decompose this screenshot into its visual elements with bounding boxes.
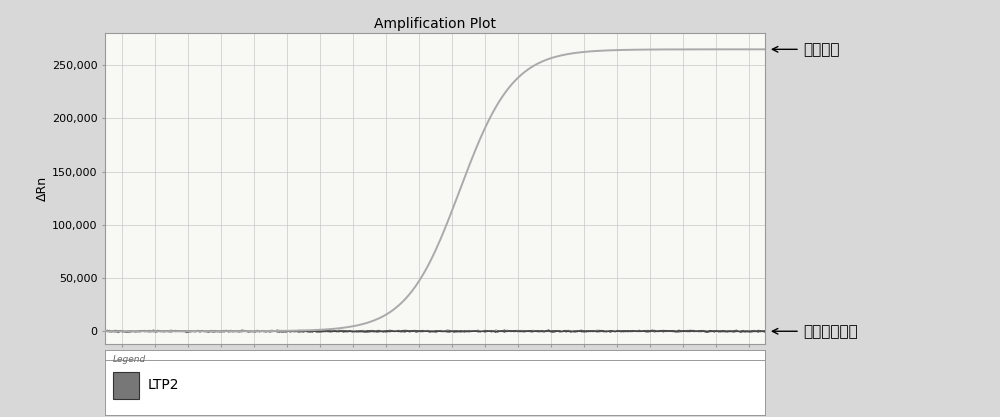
Y-axis label: ΔRn: ΔRn: [36, 176, 49, 201]
X-axis label: Cycle: Cycle: [418, 367, 452, 380]
Text: 驼驼源性: 驼驼源性: [803, 42, 840, 57]
Bar: [113, 372, 139, 399]
Text: Legend: Legend: [113, 355, 146, 364]
Title: Amplification Plot: Amplification Plot: [374, 17, 496, 31]
Text: 其他物种源性: 其他物种源性: [803, 324, 858, 339]
Text: LTP2: LTP2: [148, 378, 179, 392]
